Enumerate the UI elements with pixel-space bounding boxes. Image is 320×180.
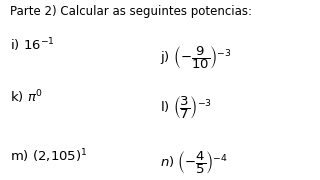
Text: i) $16^{-1}$: i) $16^{-1}$: [10, 36, 54, 54]
Text: m) $(2{,}105)^{1}$: m) $(2{,}105)^{1}$: [10, 148, 87, 165]
Text: Parte 2) Calcular as seguintes potencias:: Parte 2) Calcular as seguintes potencias…: [10, 5, 252, 18]
Text: $n)$ $\left(-\dfrac{4}{5}\right)^{-4}$: $n)$ $\left(-\dfrac{4}{5}\right)^{-4}$: [160, 148, 228, 176]
Text: k) $\pi^{0}$: k) $\pi^{0}$: [10, 88, 43, 106]
Text: j) $\left(-\dfrac{9}{10}\right)^{-3}$: j) $\left(-\dfrac{9}{10}\right)^{-3}$: [160, 44, 232, 71]
Text: l) $\left(\dfrac{3}{7}\right)^{-3}$: l) $\left(\dfrac{3}{7}\right)^{-3}$: [160, 94, 212, 122]
